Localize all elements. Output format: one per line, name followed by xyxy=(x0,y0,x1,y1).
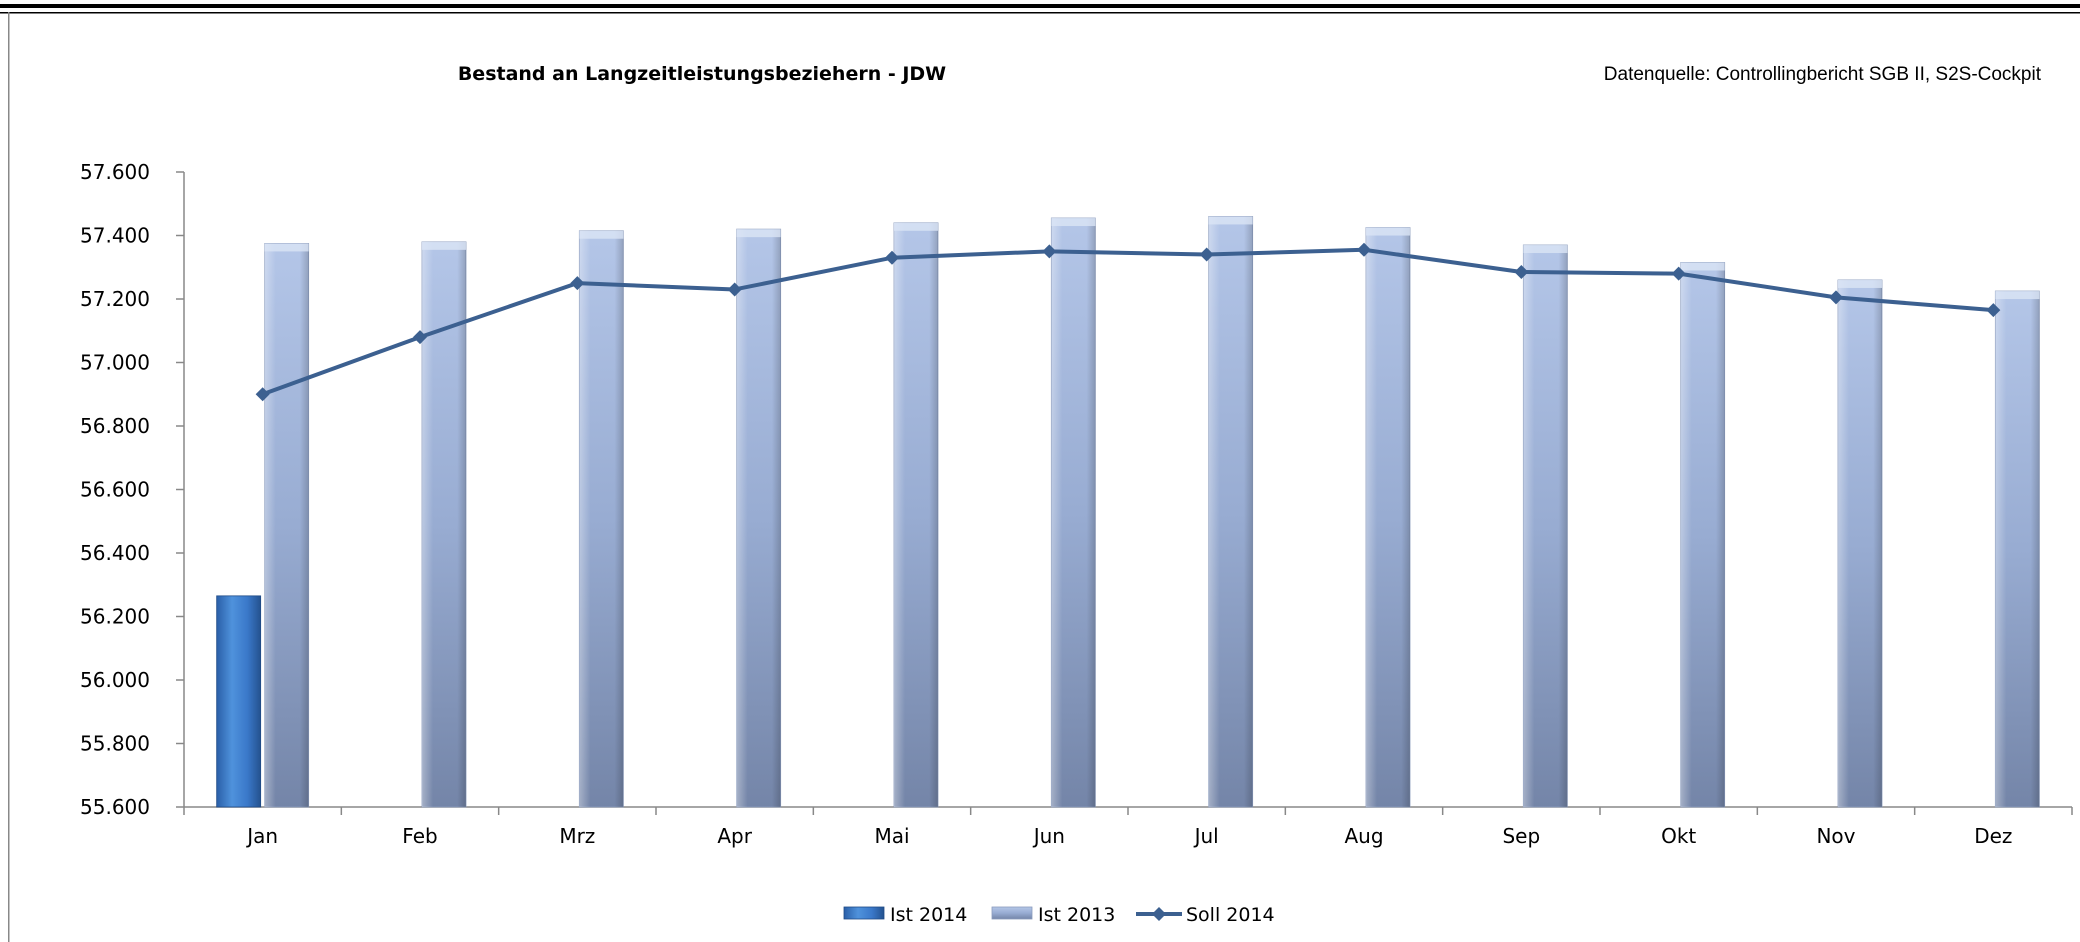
x-tick-label: Dez xyxy=(1974,824,2012,848)
chart-title: Bestand an Langzeitleistungsbeziehern - … xyxy=(458,63,946,85)
legend: Ist 2014 Ist 2013 Soll 2014 xyxy=(843,904,1275,926)
top-border-inner xyxy=(0,12,2080,14)
y-tick-label: 56.400 xyxy=(80,541,150,565)
source-note: Datenquelle: Controllingbericht SGB II, … xyxy=(1604,64,2042,85)
y-tick-label: 57.400 xyxy=(80,224,150,248)
bar-ist-2013-cap xyxy=(1523,245,1568,254)
y-tick-label: 57.600 xyxy=(80,160,150,184)
x-tick-label: Sep xyxy=(1502,824,1540,848)
bar-ist-2013-shade xyxy=(736,229,781,807)
soll-2014-point xyxy=(1199,247,1214,262)
y-tick-label: 57.000 xyxy=(80,351,150,375)
y-tick-label: 55.600 xyxy=(80,795,150,819)
legend-swatch-ist-2013 xyxy=(991,906,1033,920)
bar-ist-2013-shade xyxy=(1208,216,1253,807)
soll-2014-point xyxy=(1829,290,1843,305)
soll-2014-line xyxy=(261,247,1994,397)
soll-2014-point xyxy=(413,330,427,345)
x-tick-label: Jul xyxy=(1193,824,1219,848)
y-axis: 55.600 55.800 56.000 56.200 56.400 56.600 56.8… xyxy=(80,160,185,819)
y-tick-label: 56.800 xyxy=(80,414,150,438)
soll-2014-point xyxy=(255,387,270,402)
left-border xyxy=(8,12,10,942)
top-border xyxy=(0,4,2080,8)
legend-swatch-ist-2014 xyxy=(843,906,885,920)
x-tick-label: Feb xyxy=(402,824,437,848)
bar-ist-2013-shade xyxy=(422,241,466,808)
y-tick-label: 56.000 xyxy=(80,668,150,692)
soll-2014-point xyxy=(1671,266,1686,281)
x-tick-label: Apr xyxy=(717,824,752,848)
y-tick-label: 56.600 xyxy=(80,478,150,502)
bar-ist-2013-cap xyxy=(1995,291,2040,300)
bar-ist-2013-cap xyxy=(579,230,624,239)
soll-2014-point xyxy=(1042,244,1057,259)
bar-ist-2013-shade xyxy=(579,230,624,808)
legend-marker-soll-2014 xyxy=(1152,907,1166,921)
bar-ist-2013-cap xyxy=(422,241,466,250)
legend-label-ist-2013: Ist 2013 xyxy=(1038,904,1115,926)
soll-line xyxy=(255,242,2001,402)
bar-ist-2013-cap xyxy=(736,229,781,238)
x-tick-label: Okt xyxy=(1661,824,1696,848)
bar-ist-2013-cap xyxy=(1838,279,1882,288)
soll-2014-point xyxy=(1986,303,2001,318)
x-tick-label: Nov xyxy=(1816,824,1855,848)
bar-ist-2013-shade xyxy=(1838,279,1882,807)
bar-ist-2014 xyxy=(216,595,262,808)
x-tick-label: Mai xyxy=(874,824,909,848)
x-tick-label: Mrz xyxy=(559,824,595,848)
y-tick-label: 55.800 xyxy=(80,732,150,756)
bar-ist-2013-cap xyxy=(1208,216,1253,225)
legend-label-ist-2014: Ist 2014 xyxy=(890,904,967,926)
bar-ist-2013-shade xyxy=(1680,262,1725,807)
bar-ist-2013-shade xyxy=(1366,227,1410,807)
x-tick-label: Aug xyxy=(1344,824,1383,848)
bars xyxy=(216,216,2040,808)
bar-ist-2013-cap xyxy=(894,222,938,231)
x-tick-label: Jan xyxy=(245,824,278,848)
y-tick-label: 56.200 xyxy=(80,605,150,629)
soll-2014-point xyxy=(727,282,742,297)
x-axis: Jan Feb Mrz Apr Mai Jun Jul Aug Sep Okt Nov Dez xyxy=(183,806,2073,848)
bar-ist-2013-cap xyxy=(264,243,309,252)
soll-2014-point xyxy=(1514,265,1529,280)
bar-ist-2013-cap xyxy=(1366,227,1410,236)
bar-ist-2013-shade xyxy=(1523,245,1568,807)
soll-2014-point xyxy=(1357,242,1371,257)
bar-ist-2013-shade xyxy=(894,222,938,808)
x-tick-label: Jun xyxy=(1032,824,1065,848)
legend-label-soll-2014: Soll 2014 xyxy=(1186,904,1275,926)
bar-ist-2013-shade xyxy=(1051,218,1096,808)
y-tick-label: 57.200 xyxy=(80,287,150,311)
bar-ist-2013-cap xyxy=(1680,262,1725,271)
bar-ist-2013-cap xyxy=(1051,218,1096,227)
soll-2014-point xyxy=(570,276,585,291)
bar-ist-2013-shade xyxy=(1995,291,2040,807)
bar-ist-2013-shade xyxy=(264,243,309,807)
soll-2014-point xyxy=(885,250,899,265)
